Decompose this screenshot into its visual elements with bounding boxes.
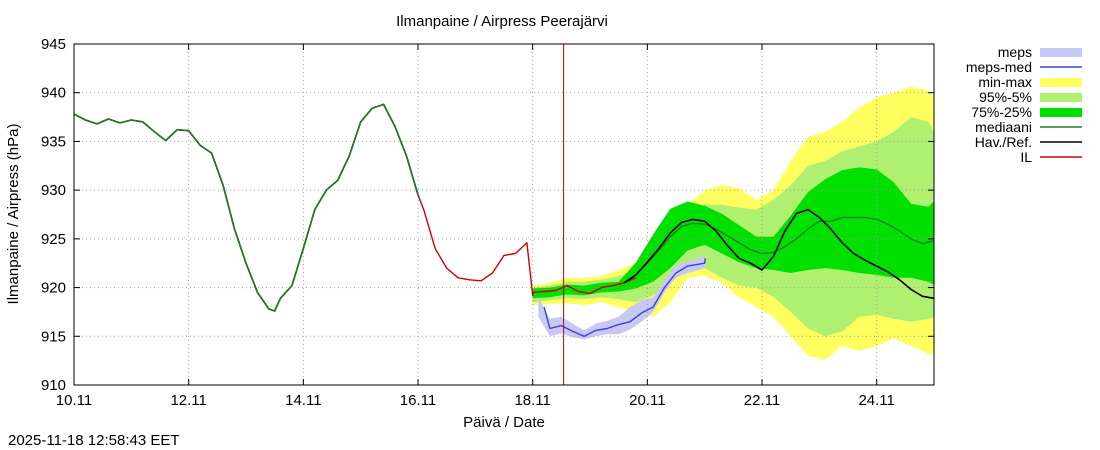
y-tick-label: 935 — [41, 133, 66, 150]
timestamp-label: 2025-11-18 12:58:43 EET — [8, 432, 180, 449]
x-tick-label: 10.11 — [56, 392, 92, 409]
y-tick-label: 945 — [41, 36, 66, 53]
series-hav-ref-observed — [74, 103, 419, 312]
x-tick-label: 14.11 — [285, 392, 321, 409]
legend-label-75-25: 75%-25% — [971, 104, 1032, 120]
legend-label-min-max: min-max — [978, 74, 1032, 90]
legend-swatch-95-5 — [1040, 93, 1082, 102]
y-tick-label: 920 — [41, 280, 66, 297]
legend-swatch-75-25 — [1040, 108, 1082, 117]
legend-label-mediaani: mediaani — [975, 119, 1032, 135]
y-tick-label: 930 — [41, 182, 66, 199]
x-axis-label: Päivä / Date — [463, 414, 545, 431]
band-75-25 — [532, 167, 934, 299]
legend-label-meps: meps — [998, 44, 1032, 60]
x-tick-label: 12.11 — [170, 392, 206, 409]
series-mediaani-observed — [74, 103, 419, 312]
legend-label-il: IL — [1020, 149, 1032, 165]
x-tick-label: 18.11 — [514, 392, 550, 409]
legend-label-hav-ref: Hav./Ref. — [975, 134, 1032, 150]
y-tick-label: 940 — [41, 85, 66, 102]
x-tick-label: 20.11 — [629, 392, 665, 409]
series-hav-ref-forecast — [623, 208, 934, 300]
legend: mepsmeps-medmin-max95%-5%75%-25%mediaani… — [966, 44, 1082, 165]
y-tick-label: 910 — [41, 377, 66, 394]
legend-label-meps-med: meps-med — [966, 59, 1032, 75]
x-tick-label: 16.11 — [400, 392, 436, 409]
legend-label-95-5: 95%-5% — [979, 89, 1032, 105]
band-meps — [538, 254, 705, 340]
y-tick-label: 915 — [41, 328, 66, 345]
series-meps-med — [543, 258, 706, 337]
plot-area — [74, 44, 934, 385]
y-axis-label: Ilmanpaine / Airpress (hPa) — [5, 124, 22, 305]
plot-frame — [73, 43, 935, 386]
x-tick-label: 22.11 — [744, 392, 780, 409]
legend-swatch-meps — [1040, 48, 1082, 57]
series-il — [417, 194, 637, 297]
chart-title: Ilmanpaine / Airpress Peerajärvi — [396, 13, 608, 30]
y-tick-label: 925 — [41, 231, 66, 248]
x-tick-label: 24.11 — [858, 392, 894, 409]
legend-swatch-min-max — [1040, 78, 1082, 87]
series-mediaani-forecast — [624, 216, 934, 284]
